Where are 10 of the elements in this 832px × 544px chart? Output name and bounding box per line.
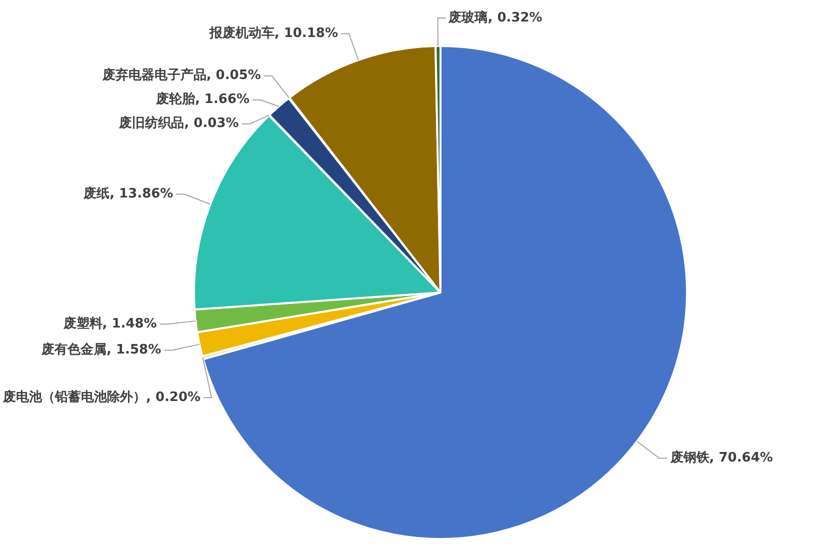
slice-label: 废弃电器电子产品, 0.05% [101, 67, 261, 84]
slice-label: 废纸, 13.86% [82, 186, 174, 202]
slice-label: 废塑料, 1.48% [62, 316, 157, 332]
slice-label: 废钢铁, 70.64% [669, 450, 773, 466]
slice-label: 报废机动车, 10.18% [208, 25, 338, 42]
slice-label: 废轮胎, 1.66% [154, 91, 250, 108]
slice-label: 废玻璃, 0.32% [448, 9, 542, 26]
slice-label: 废旧纺织品, 0.03% [118, 115, 239, 132]
slice-label: 废电池（铅蓄电池除外）, 0.20% [2, 389, 201, 406]
slice-label: 废有色金属, 1.58% [40, 342, 162, 358]
